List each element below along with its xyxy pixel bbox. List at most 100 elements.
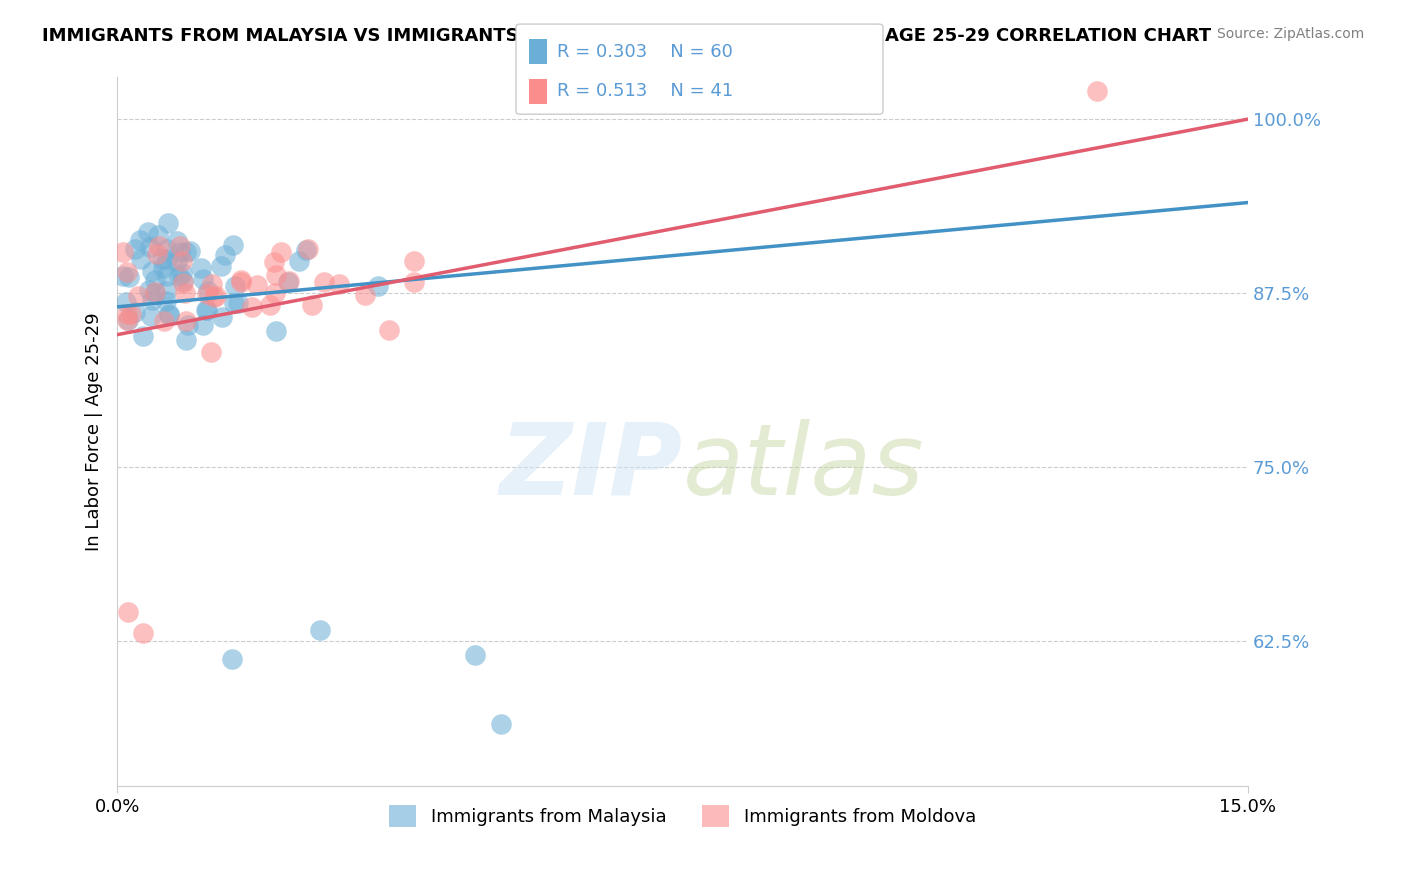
Point xyxy=(264,268,287,282)
Text: R = 0.303    N = 60: R = 0.303 N = 60 xyxy=(557,43,733,61)
Point xyxy=(172,274,194,288)
Point xyxy=(211,310,233,324)
Point xyxy=(155,285,177,299)
Point xyxy=(288,253,311,268)
Point xyxy=(301,298,323,312)
Point xyxy=(155,294,177,309)
Point xyxy=(277,275,299,289)
Point xyxy=(156,268,179,283)
Point xyxy=(157,307,180,321)
Point xyxy=(201,277,224,291)
Legend: Immigrants from Malaysia, Immigrants from Moldova: Immigrants from Malaysia, Immigrants fro… xyxy=(382,797,983,834)
Point xyxy=(312,276,335,290)
Point xyxy=(169,244,191,259)
Point xyxy=(174,333,197,347)
Point xyxy=(402,275,425,289)
Point xyxy=(197,285,219,299)
Point xyxy=(214,248,236,262)
Point xyxy=(156,242,179,256)
Point xyxy=(152,314,174,328)
Point xyxy=(152,260,174,275)
Point xyxy=(124,242,146,256)
Point xyxy=(141,293,163,308)
Point xyxy=(167,269,190,284)
Text: Source: ZipAtlas.com: Source: ZipAtlas.com xyxy=(1216,27,1364,41)
Point xyxy=(263,285,285,300)
Point xyxy=(200,345,222,359)
Point xyxy=(124,305,146,319)
Point xyxy=(221,652,243,666)
Point xyxy=(229,273,252,287)
Point xyxy=(297,242,319,256)
Point xyxy=(169,239,191,253)
Point xyxy=(179,244,201,258)
Point xyxy=(240,301,263,315)
Point xyxy=(132,625,155,640)
Point xyxy=(157,216,180,230)
Point xyxy=(117,312,139,326)
Point xyxy=(190,261,212,276)
Point xyxy=(264,324,287,338)
Point xyxy=(464,648,486,662)
Point xyxy=(191,272,214,286)
Point xyxy=(259,297,281,311)
Point xyxy=(308,623,330,637)
Point xyxy=(148,238,170,252)
Point xyxy=(111,269,134,284)
Point xyxy=(156,252,179,266)
Point xyxy=(115,307,138,321)
Point xyxy=(166,235,188,249)
Point xyxy=(277,275,299,289)
Point xyxy=(111,245,134,260)
Point xyxy=(143,285,166,300)
Point xyxy=(246,278,269,293)
Point xyxy=(489,716,512,731)
Point xyxy=(146,227,169,242)
Point xyxy=(150,252,173,266)
Point xyxy=(115,295,138,310)
Point xyxy=(367,279,389,293)
Point xyxy=(120,307,142,321)
Point xyxy=(136,226,159,240)
Point xyxy=(378,323,401,337)
Point xyxy=(115,265,138,279)
Point xyxy=(294,243,316,257)
Point xyxy=(143,285,166,300)
Point xyxy=(353,288,375,302)
Point xyxy=(402,254,425,268)
Point xyxy=(143,273,166,287)
Point xyxy=(138,283,160,297)
Point xyxy=(129,252,152,266)
Point xyxy=(228,295,250,310)
Text: IMMIGRANTS FROM MALAYSIA VS IMMIGRANTS FROM MOLDOVA IN LABOR FORCE | AGE 25-29 C: IMMIGRANTS FROM MALAYSIA VS IMMIGRANTS F… xyxy=(42,27,1212,45)
Point xyxy=(166,253,188,268)
Point xyxy=(139,310,162,324)
Point xyxy=(139,240,162,254)
Point xyxy=(127,289,149,303)
Point xyxy=(157,308,180,322)
Point xyxy=(174,285,197,300)
Point xyxy=(132,329,155,343)
Point xyxy=(172,276,194,290)
Point xyxy=(195,286,218,301)
Point xyxy=(172,254,194,268)
Point xyxy=(115,313,138,327)
Point xyxy=(270,245,292,260)
Point xyxy=(263,255,285,269)
Text: ZIP: ZIP xyxy=(499,419,682,516)
Point xyxy=(117,606,139,620)
Point xyxy=(174,244,197,259)
Point xyxy=(222,237,245,252)
Point xyxy=(205,289,228,303)
Text: R = 0.513    N = 41: R = 0.513 N = 41 xyxy=(557,82,733,100)
Point xyxy=(194,303,217,318)
Point xyxy=(195,303,218,318)
Point xyxy=(146,246,169,260)
Point xyxy=(129,233,152,247)
Point xyxy=(176,313,198,327)
Point xyxy=(191,318,214,332)
Point xyxy=(328,277,350,292)
Point xyxy=(229,275,252,289)
Point xyxy=(209,259,232,273)
Point xyxy=(202,290,225,304)
